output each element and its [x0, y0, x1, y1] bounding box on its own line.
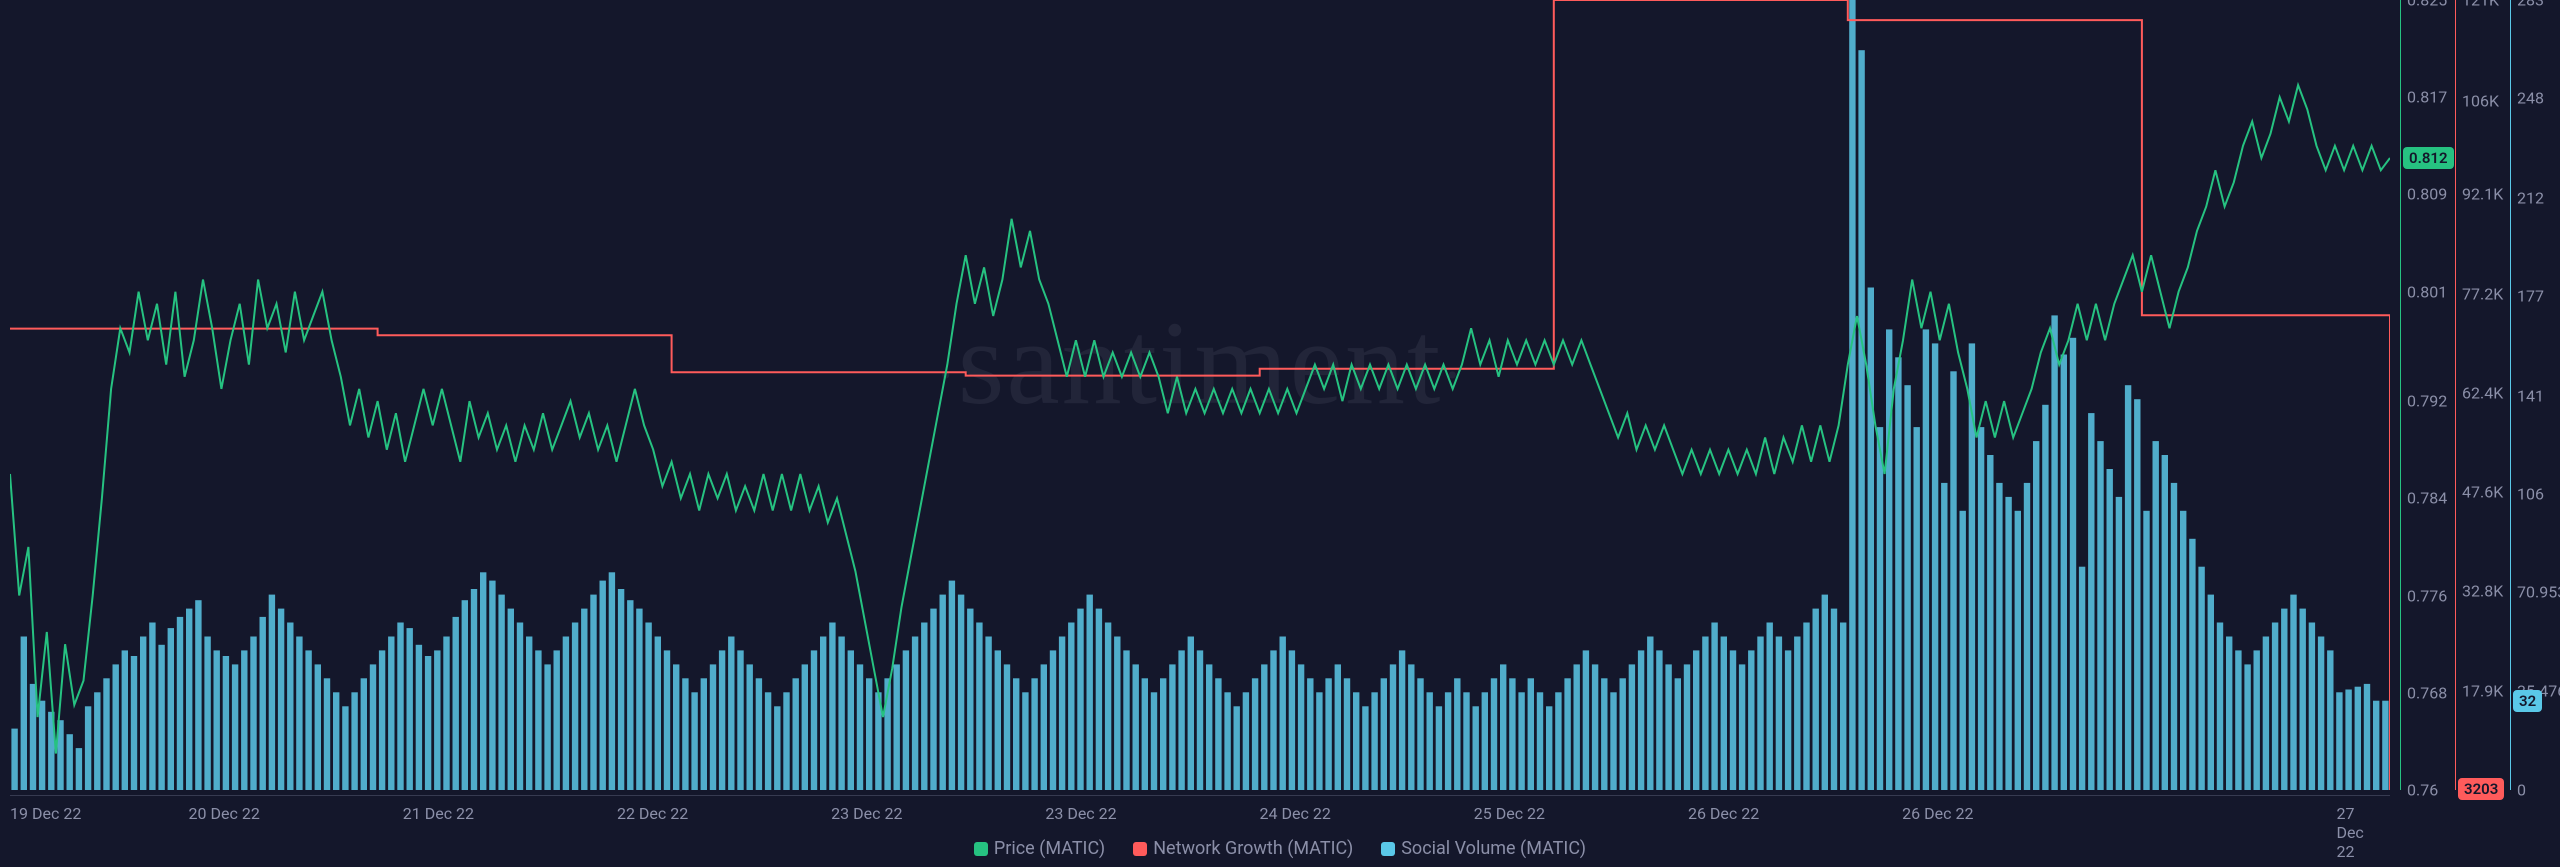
y-tick-growth: 62.4K: [2462, 383, 2503, 402]
y-tick-growth: 106K: [2462, 91, 2499, 110]
x-tick: 26 Dec 22: [1902, 804, 1973, 823]
x-tick: 25 Dec 22: [1474, 804, 1545, 823]
legend-label: Social Volume (MATIC): [1401, 838, 1586, 859]
y-tick-growth: 47.6K: [2462, 483, 2503, 502]
y-tick-social: 141: [2517, 387, 2544, 406]
x-tick: 19 Dec 22: [10, 804, 81, 823]
y-tick-price: 0.768: [2407, 683, 2447, 702]
x-tick: 26 Dec 22: [1688, 804, 1759, 823]
legend-label: Price (MATIC): [994, 838, 1105, 859]
y-tick-price: 0.792: [2407, 392, 2447, 411]
y-tick-growth: 92.1K: [2462, 184, 2503, 203]
y-tick-price: 0.801: [2407, 282, 2447, 301]
y-tick-price: 0.776: [2407, 586, 2447, 605]
legend-swatch: [974, 842, 988, 856]
x-tick: 23 Dec 22: [1045, 804, 1116, 823]
y-tick-growth: 121K: [2462, 0, 2499, 10]
social-volume-bars: [11, 0, 2388, 790]
y-axes-container: 0.760.7680.7760.7840.7920.8010.8090.8170…: [2400, 0, 2560, 790]
y-tick-growth: 17.9K: [2462, 682, 2503, 701]
y-tick-social: 212: [2517, 189, 2544, 208]
y-axis-network-growth: 121K106K92.1K77.2K62.4K47.6K32.8K17.9K32…: [2455, 0, 2505, 790]
legend-item[interactable]: Social Volume (MATIC): [1381, 838, 1586, 859]
chart-legend: Price (MATIC) Network Growth (MATIC) Socia…: [0, 838, 2560, 859]
y-axis-social-volume: 28324821217714110670.95335.476032: [2510, 0, 2560, 790]
y-tick-price: 0.76: [2407, 781, 2438, 800]
y-tick-social: 283: [2517, 0, 2544, 10]
y-tick-social: 0: [2517, 781, 2526, 800]
chart-svg: [10, 0, 2390, 790]
x-axis: 19 Dec 22 20 Dec 22 21 Dec 22 22 Dec 22 23 D…: [10, 795, 2390, 825]
x-tick: 22 Dec 22: [617, 804, 688, 823]
x-tick: 20 Dec 22: [189, 804, 260, 823]
growth-current-badge: 3203: [2458, 778, 2504, 800]
legend-label: Network Growth (MATIC): [1153, 838, 1353, 859]
y-tick-growth: 77.2K: [2462, 284, 2503, 303]
chart-plot-area[interactable]: ·santiment·: [10, 0, 2390, 790]
legend-swatch: [1133, 842, 1147, 856]
x-tick: 21 Dec 22: [403, 804, 474, 823]
legend-item[interactable]: Network Growth (MATIC): [1133, 838, 1353, 859]
y-tick-social: 177: [2517, 286, 2544, 305]
y-tick-price: 0.809: [2407, 185, 2447, 204]
social-current-badge: 32: [2513, 690, 2542, 712]
y-tick-price: 0.817: [2407, 88, 2447, 107]
y-tick-growth: 32.8K: [2462, 582, 2503, 601]
price-current-badge: 0.812: [2403, 147, 2454, 169]
y-tick-social: 248: [2517, 88, 2544, 107]
y-axis-price: 0.760.7680.7760.7840.7920.8010.8090.8170…: [2400, 0, 2450, 790]
x-tick: 23 Dec 22: [831, 804, 902, 823]
y-tick-social: 106: [2517, 485, 2544, 504]
y-tick-price: 0.825: [2407, 0, 2447, 10]
legend-swatch: [1381, 842, 1395, 856]
y-tick-price: 0.784: [2407, 489, 2447, 508]
y-tick-social: 70.953: [2517, 582, 2560, 601]
x-tick: 24 Dec 22: [1260, 804, 1331, 823]
legend-item[interactable]: Price (MATIC): [974, 838, 1105, 859]
